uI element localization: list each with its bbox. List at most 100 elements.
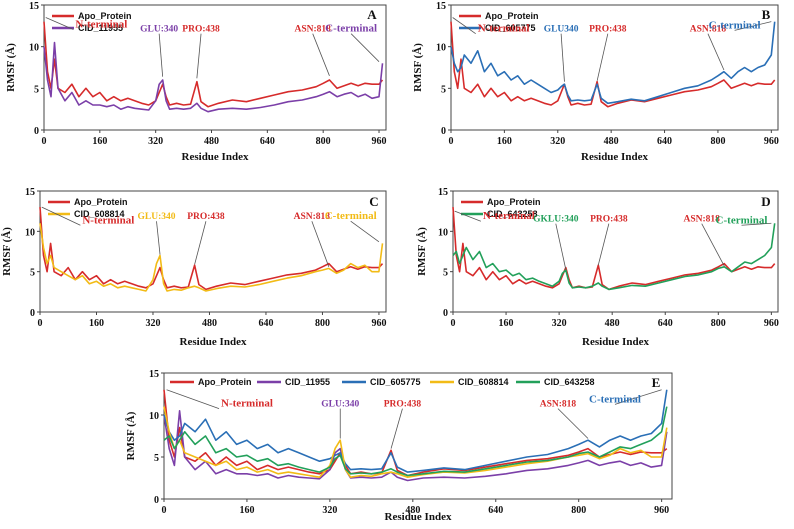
annotation-leader bbox=[158, 33, 164, 77]
series-line-apo-protein bbox=[452, 207, 776, 291]
panel-letter: A bbox=[367, 7, 377, 22]
x-tick-label: 0 bbox=[449, 136, 454, 147]
y-tick-label: 0 bbox=[441, 126, 446, 137]
series-line-apo-protein bbox=[163, 389, 668, 477]
y-tick-label: 5 bbox=[154, 453, 159, 464]
y-tick-label: 10 bbox=[29, 43, 39, 54]
annotation-leader bbox=[166, 389, 220, 409]
x-tick-label: 960 bbox=[764, 318, 779, 329]
x-tick-label: 640 bbox=[260, 136, 275, 147]
annotation-leader bbox=[707, 33, 725, 71]
annotation-label: GKLU:340 bbox=[533, 215, 579, 225]
annotation-label: ASN:818 bbox=[294, 212, 331, 222]
y-tick-label: 5 bbox=[30, 268, 35, 279]
annotation-label: PRO:438 bbox=[589, 25, 627, 35]
y-tick-label: 15 bbox=[25, 187, 35, 198]
annotation-label: GLU340 bbox=[544, 25, 579, 35]
plot-frame bbox=[450, 4, 779, 131]
annotation-label: N-terminal bbox=[483, 210, 535, 222]
x-axis-label: Residue Index bbox=[182, 151, 249, 163]
annotation-label: C-terminal bbox=[709, 19, 761, 31]
x-tick-label: 960 bbox=[372, 136, 387, 147]
x-tick-label: 0 bbox=[162, 505, 167, 516]
series-line-apo-protein bbox=[39, 207, 384, 291]
x-tick-label: 0 bbox=[451, 318, 456, 329]
legend-label: CID_608814 bbox=[74, 209, 125, 219]
annotation-label: ASN:818 bbox=[540, 400, 577, 410]
annotation-label: GLU:340 bbox=[140, 25, 178, 35]
x-tick-label: 320 bbox=[322, 505, 337, 516]
panel-a: 0 160 320 480 640 800 960 0 5 10 15 Residue Index RM… bbox=[5, 1, 387, 163]
x-axis-label: Residue Index bbox=[180, 336, 247, 348]
legend-label: CID_608814 bbox=[458, 377, 509, 387]
annotation-leader bbox=[560, 33, 565, 82]
y-tick-label: 0 bbox=[30, 308, 35, 319]
annotation-label: GLU:340 bbox=[138, 212, 176, 222]
y-tick-label: 10 bbox=[436, 43, 446, 54]
x-tick-label: 480 bbox=[202, 318, 217, 329]
annotation-label: ASN:818 bbox=[295, 25, 332, 35]
annotation-leader bbox=[701, 223, 725, 267]
annotation-label: ASN:818 bbox=[684, 215, 721, 225]
annotation-label: N-terminal bbox=[75, 19, 127, 31]
annotation-leader bbox=[194, 221, 207, 265]
panel-letter: D bbox=[761, 194, 770, 209]
annotation-label: C-terminal bbox=[589, 393, 641, 405]
y-tick-label: 0 bbox=[154, 495, 159, 506]
y-tick-label: 10 bbox=[25, 227, 35, 238]
legend-label: Apo_Protein bbox=[198, 377, 252, 387]
x-tick-label: 320 bbox=[552, 318, 567, 329]
legend-label: CID_643258 bbox=[487, 209, 538, 219]
annotation-leader bbox=[597, 223, 610, 266]
legend-label: CID_643258 bbox=[544, 377, 595, 387]
annotation-label: C-terminal bbox=[716, 214, 768, 226]
annotation-leader bbox=[614, 389, 662, 405]
y-tick-label: 5 bbox=[34, 84, 39, 95]
x-tick-label: 480 bbox=[605, 318, 620, 329]
panel-letter: C bbox=[369, 194, 378, 209]
legend-label: Apo_Protein bbox=[487, 197, 541, 207]
x-tick-label: 800 bbox=[571, 505, 586, 516]
x-tick-label: 800 bbox=[710, 136, 725, 147]
x-tick-label: 320 bbox=[145, 318, 160, 329]
y-tick-label: 15 bbox=[436, 1, 446, 12]
y-tick-label: 10 bbox=[438, 227, 448, 238]
x-axis-label: Residue Index bbox=[582, 336, 649, 348]
panel-e: 0 160 320 480 640 800 960 0 5 10 15 Residue Index RM… bbox=[125, 369, 673, 523]
plot-frame bbox=[39, 190, 387, 313]
series-line-apo-protein bbox=[43, 21, 384, 108]
legend-label: Apo_Protein bbox=[78, 11, 132, 21]
series-line-cid-608814 bbox=[163, 406, 668, 479]
annotation-label: PRO:438 bbox=[590, 215, 628, 225]
series-line-cid-608814 bbox=[39, 223, 384, 292]
series-line-cid-643258 bbox=[163, 406, 668, 477]
series-line-apo-protein bbox=[450, 21, 776, 108]
x-tick-label: 960 bbox=[654, 505, 669, 516]
x-tick-label: 640 bbox=[658, 318, 673, 329]
annotation-label: ASN:818 bbox=[690, 25, 727, 35]
series-line-cid-11955 bbox=[43, 41, 384, 113]
annotation-leader bbox=[555, 223, 567, 270]
annotation-leader bbox=[454, 210, 481, 222]
x-tick-label: 960 bbox=[764, 136, 779, 147]
plot-frame bbox=[452, 190, 779, 313]
annotation-label: PRO:438 bbox=[187, 212, 225, 222]
plot-frame bbox=[43, 4, 387, 131]
x-tick-label: 480 bbox=[405, 505, 420, 516]
y-axis-label: RMSF (Å) bbox=[1, 227, 13, 276]
y-tick-label: 0 bbox=[443, 308, 448, 319]
annotation-leader bbox=[350, 220, 380, 243]
annotation-leader bbox=[156, 221, 161, 255]
annotation-leader bbox=[557, 408, 589, 439]
annotation-label: N-terminal bbox=[82, 214, 134, 226]
annotation-label: C-terminal bbox=[325, 210, 377, 222]
y-tick-label: 0 bbox=[34, 126, 39, 137]
annotation-leader bbox=[311, 221, 330, 267]
annotation-leader bbox=[350, 33, 380, 62]
x-tick-label: 160 bbox=[499, 318, 514, 329]
annotation-leader bbox=[741, 222, 772, 226]
annotation-label: N-terminal bbox=[478, 23, 530, 35]
legend-label: CID_11955 bbox=[78, 23, 123, 33]
x-tick-label: 160 bbox=[89, 318, 104, 329]
panel-letter: E bbox=[652, 375, 661, 390]
